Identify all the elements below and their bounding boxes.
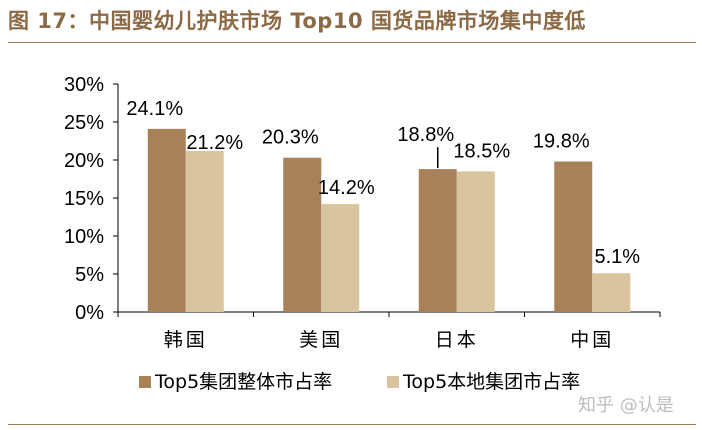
legend-swatch (139, 376, 151, 388)
y-tick-label: 5% (75, 264, 104, 286)
bar-overall (554, 161, 593, 312)
x-tick-label: 日本 (435, 329, 479, 351)
data-label: 21.2% (186, 132, 243, 154)
y-tick-label: 10% (64, 226, 104, 248)
bar-overall (418, 169, 457, 312)
bar-overall (283, 157, 322, 312)
bar-local (592, 273, 631, 312)
watermark-text: 知乎 @认是 (578, 395, 674, 416)
bottom-divider (8, 424, 696, 425)
legend-label: Top5本地集团市占率 (402, 371, 580, 393)
data-label: 18.8% (397, 124, 454, 146)
legend-swatch (387, 376, 399, 388)
data-label: 19.8% (533, 131, 590, 153)
legend-label: Top5集团整体市占率 (154, 371, 332, 393)
data-label: 20.3% (262, 127, 319, 149)
bar-overall (147, 128, 186, 312)
bar-local (321, 204, 360, 312)
bar-local (456, 171, 495, 312)
title-divider (8, 42, 696, 43)
data-label: 24.1% (126, 98, 183, 120)
x-tick-label: 美国 (299, 329, 343, 351)
y-tick-label: 20% (64, 150, 104, 172)
data-label: 14.2% (318, 177, 375, 199)
figure-title: 图 17：中国婴幼儿护肤市场 Top10 国货品牌市场集中度低 (8, 9, 586, 33)
data-label: 18.5% (453, 140, 510, 162)
y-tick-label: 15% (64, 188, 104, 210)
data-label: 5.1% (594, 246, 640, 268)
chart-legend: Top5集团整体市占率 Top5本地集团市占率 (139, 371, 580, 393)
y-tick-label: 0% (75, 302, 104, 324)
chart-bars (147, 128, 631, 312)
bar-local (185, 150, 224, 312)
y-tick-label: 25% (64, 112, 104, 134)
y-tick-label: 30% (64, 74, 104, 96)
x-tick-label: 韩国 (164, 329, 208, 351)
chart-data-labels: 24.1%21.2% 20.3% 14.2% 18.8%18.5% 19.8% 5.1% (126, 98, 640, 268)
x-tick-label: 中国 (570, 329, 614, 351)
